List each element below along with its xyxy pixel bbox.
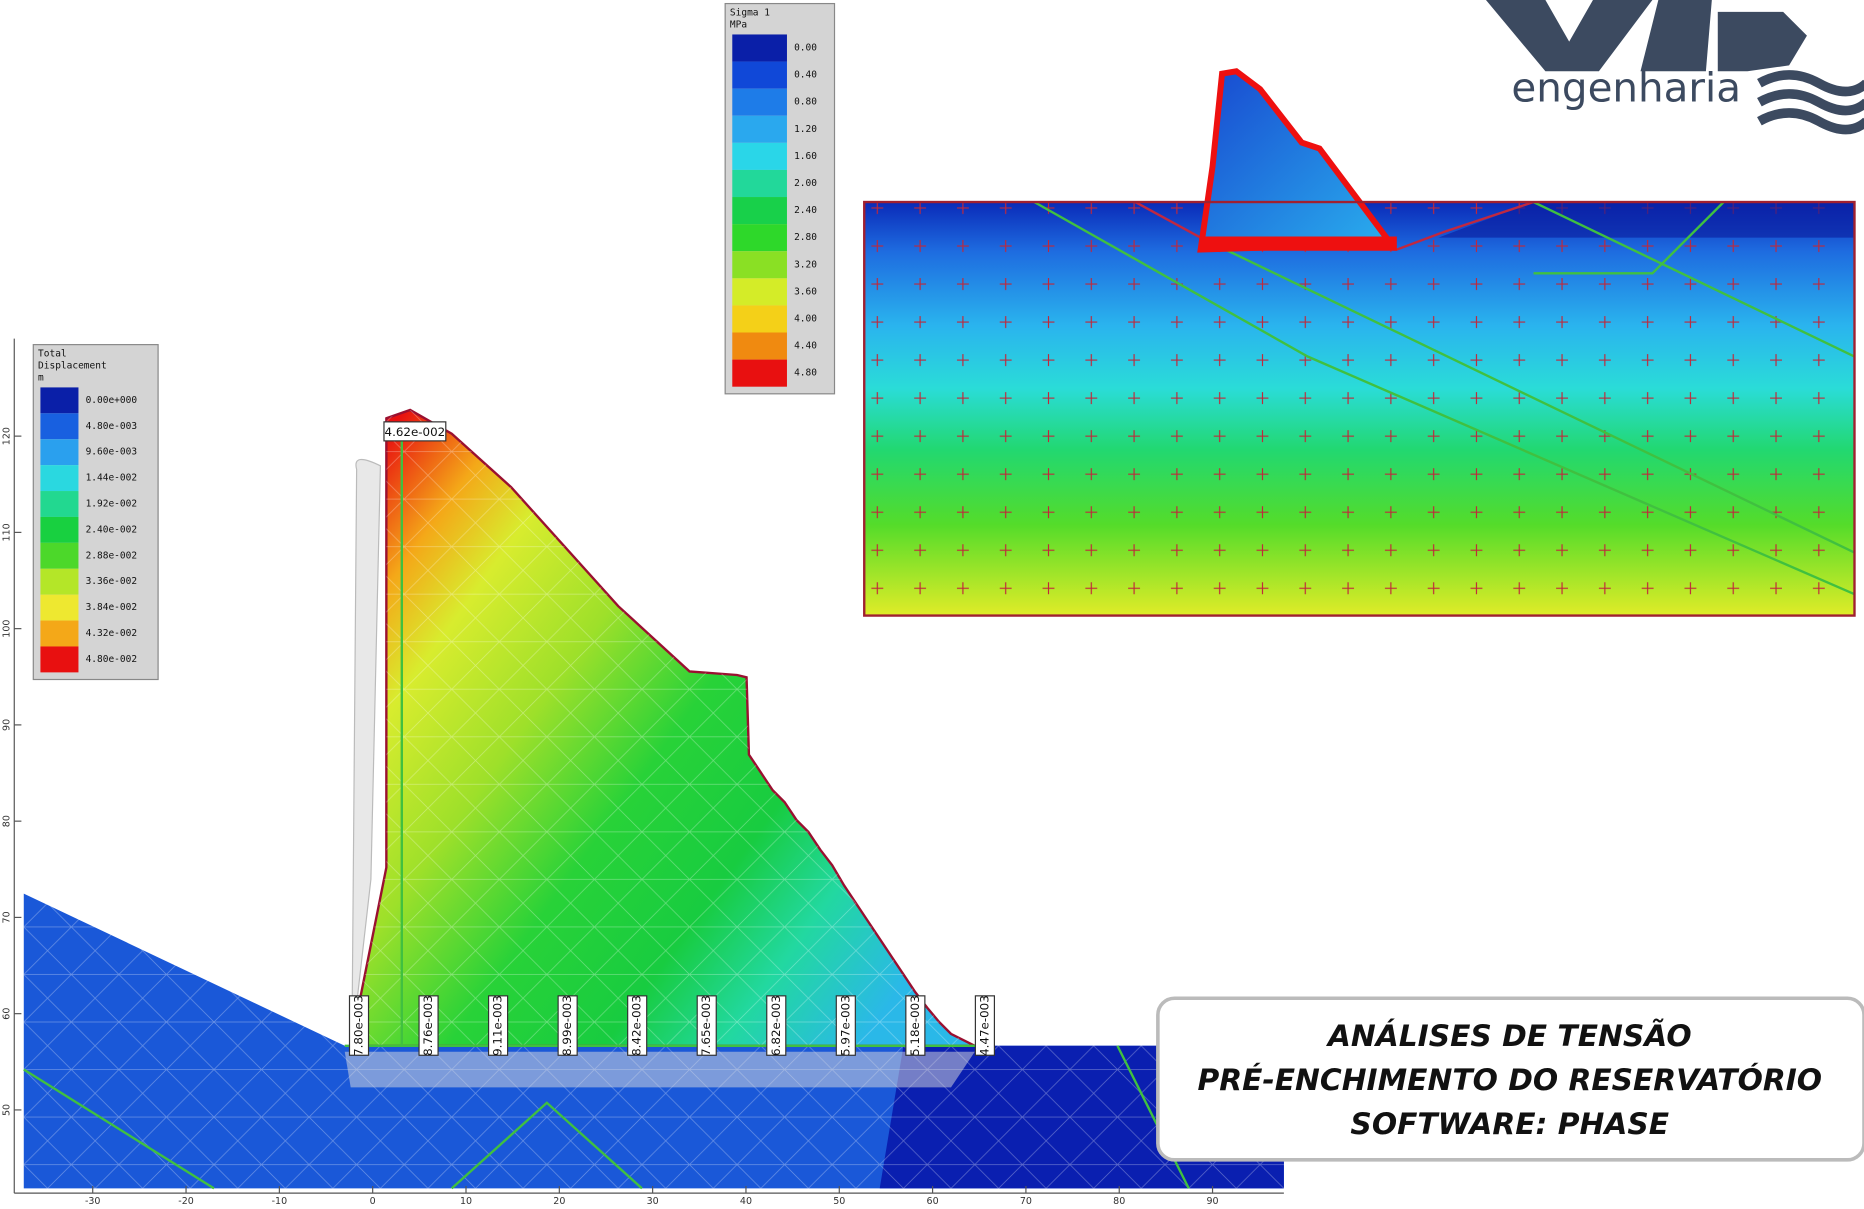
legend-label: 0.00e+000 xyxy=(86,395,138,406)
legend-swatch xyxy=(732,278,787,305)
legend-label: 2.88e-002 xyxy=(86,550,137,561)
legend-label: 4.80e-002 xyxy=(86,654,137,665)
base-label: 7.80e-003 xyxy=(352,995,366,1056)
base-label: 8.76e-003 xyxy=(421,995,435,1056)
legend-swatch xyxy=(40,465,78,491)
legend-swatch xyxy=(40,543,78,569)
x-tick-label: 0 xyxy=(370,1196,376,1205)
legend-label: 3.84e-002 xyxy=(86,602,137,613)
legend-label: 1.92e-002 xyxy=(86,498,137,509)
y-tick-label: 60 xyxy=(2,1008,13,1020)
legend-label: 4.00 xyxy=(794,313,817,324)
y-tick-label: 50 xyxy=(2,1104,13,1116)
legend-title: MPa xyxy=(730,19,747,30)
base-label: 7.65e-003 xyxy=(699,995,713,1056)
legend-swatch xyxy=(40,595,78,621)
y-tick-label: 80 xyxy=(2,815,13,827)
legend-title: m xyxy=(38,372,44,383)
slide: -30 -20 -10 0 10 20 30 40 50 60 70 80 90 120 110 100 90 8… xyxy=(0,0,1864,1205)
legend-swatch xyxy=(732,360,787,387)
x-tick-label: 20 xyxy=(553,1196,565,1205)
legend-label: 0.40 xyxy=(794,70,817,81)
base-label: 9.11e-003 xyxy=(491,995,505,1056)
base-label: 4.47e-003 xyxy=(977,995,991,1056)
legend-title: Displacement xyxy=(38,361,107,372)
legend-label: 2.00 xyxy=(794,178,817,189)
legend-swatch xyxy=(40,569,78,595)
legend-swatch xyxy=(40,621,78,647)
x-tick-label: 40 xyxy=(740,1196,752,1205)
legend-label: 9.60e-003 xyxy=(86,447,137,458)
legend-swatch xyxy=(40,491,78,517)
legend-swatch xyxy=(732,116,787,143)
legend-swatch xyxy=(732,170,787,197)
caption-box: ANÁLISES DE TENSÃO PRÉ-ENCHIMENTO DO RES… xyxy=(1158,998,1864,1160)
legend-swatch xyxy=(732,251,787,278)
y-tick-label: 70 xyxy=(2,911,13,923)
x-tick-label: 70 xyxy=(1020,1196,1032,1205)
x-tick-label: -30 xyxy=(85,1196,101,1205)
y-tick-label: 100 xyxy=(2,620,13,638)
legend-label: 1.44e-002 xyxy=(86,473,137,484)
legend-swatch xyxy=(732,89,787,116)
legend-swatch xyxy=(40,439,78,465)
legend-title: Total xyxy=(38,349,67,360)
legend-swatch xyxy=(732,333,787,360)
x-tick-label: 50 xyxy=(833,1196,845,1205)
legend-label: 1.60 xyxy=(794,151,817,162)
y-tick-label: 90 xyxy=(2,719,13,731)
x-tick-label: 10 xyxy=(460,1196,472,1205)
legend-label: 3.36e-002 xyxy=(86,576,137,587)
legend-swatch xyxy=(732,224,787,251)
legend-label: 4.32e-002 xyxy=(86,628,137,639)
legend-label: 4.80 xyxy=(794,368,817,379)
x-tick-label: 30 xyxy=(647,1196,659,1205)
x-tick-label: -20 xyxy=(178,1196,194,1205)
base-label: 5.97e-003 xyxy=(838,995,852,1056)
x-tick-label: -10 xyxy=(272,1196,288,1205)
legend-label: 0.00 xyxy=(794,43,817,54)
logo: engenharia xyxy=(1486,0,1864,130)
x-tick-label: 90 xyxy=(1207,1196,1219,1205)
base-label: 8.42e-003 xyxy=(630,995,644,1056)
legend-swatch xyxy=(40,646,78,672)
base-label: 5.18e-003 xyxy=(908,995,922,1056)
legend-label: 4.80e-003 xyxy=(86,421,137,432)
y-tick-label: 110 xyxy=(2,523,13,541)
legend-swatch xyxy=(732,143,787,170)
legend-swatch xyxy=(732,34,787,61)
legend-swatch xyxy=(732,197,787,224)
base-label: 6.82e-003 xyxy=(769,995,783,1056)
legend-swatch xyxy=(732,305,787,332)
legend-title: Sigma 1 xyxy=(730,8,770,19)
legend-label: 3.60 xyxy=(794,286,817,297)
legend-label: 2.40 xyxy=(794,205,817,216)
base-label: 8.99e-003 xyxy=(560,995,574,1056)
legend-label: 0.80 xyxy=(794,97,817,108)
legend-label: 2.80 xyxy=(794,232,817,243)
legend-swatch xyxy=(40,517,78,543)
y-tick-label: 120 xyxy=(2,427,13,445)
legend-label: 3.20 xyxy=(794,259,817,270)
caption-line: ANÁLISES DE TENSÃO xyxy=(1326,1017,1692,1054)
legend-swatch xyxy=(40,413,78,439)
legend-swatch xyxy=(732,62,787,89)
legend-swatch xyxy=(40,387,78,413)
stress-model xyxy=(864,71,1854,615)
x-tick-label: 80 xyxy=(1113,1196,1125,1205)
x-tick-label: 60 xyxy=(927,1196,939,1205)
max-label: 4.62e-002 xyxy=(385,425,446,439)
logo-text: engenharia xyxy=(1511,63,1741,111)
legend-label: 1.20 xyxy=(794,124,817,135)
legend-label: 4.40 xyxy=(794,341,817,352)
caption-line: SOFTWARE: PHASE xyxy=(1350,1107,1669,1142)
caption-line: PRÉ-ENCHIMENTO DO RESERVATÓRIO xyxy=(1197,1061,1822,1098)
legend-label: 2.40e-002 xyxy=(86,524,137,535)
